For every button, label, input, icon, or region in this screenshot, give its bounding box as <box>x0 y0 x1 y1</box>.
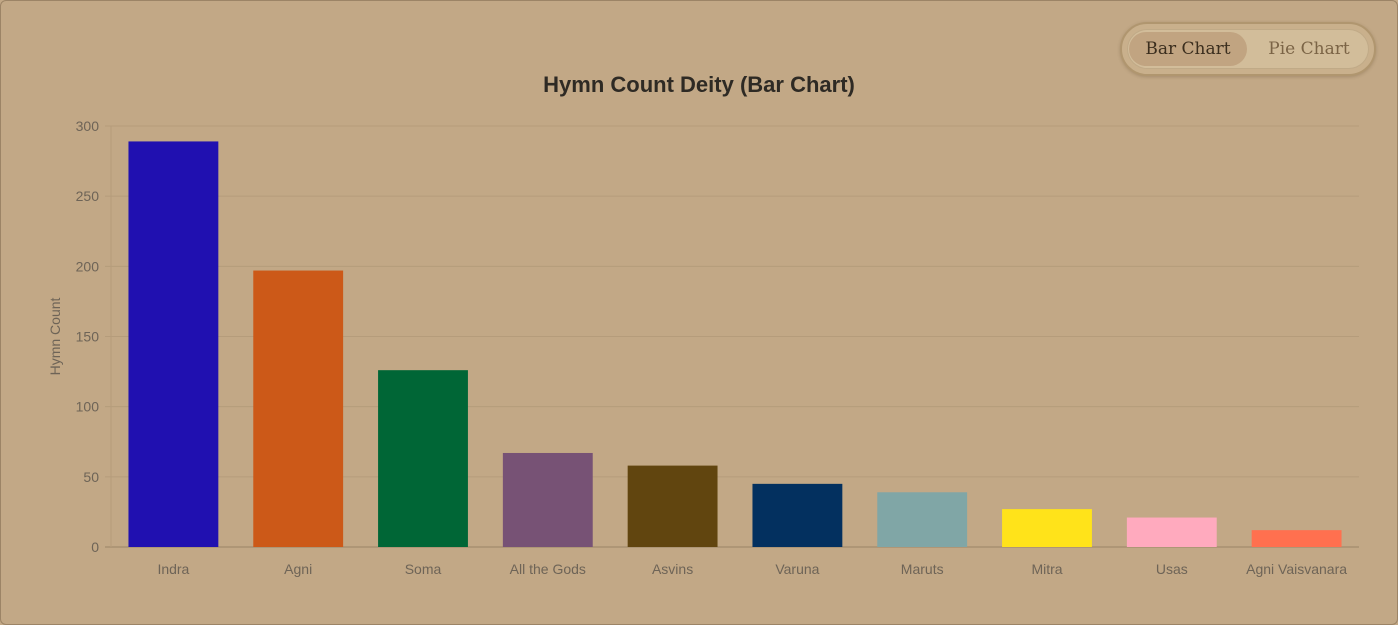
y-tick-label: 200 <box>76 258 100 274</box>
bar-varuna <box>752 483 843 547</box>
bar-all-the-gods <box>502 452 593 547</box>
pie-chart-button[interactable]: Pie Chart <box>1268 39 1350 59</box>
bar-asvins <box>627 465 718 547</box>
bar-indra <box>128 141 219 548</box>
x-tick-label: Asvins <box>652 561 693 577</box>
bar-chart-button[interactable]: Bar Chart <box>1129 32 1247 66</box>
x-tick-label: Indra <box>157 561 189 577</box>
x-tick-label: Maruts <box>901 561 944 577</box>
x-tick-label: Usas <box>1156 561 1188 577</box>
x-tick-label: Soma <box>405 561 442 577</box>
x-tick-label: Mitra <box>1031 561 1062 577</box>
x-tick-label: All the Gods <box>510 561 586 577</box>
chart-title: Hymn Count Deity (Bar Chart) <box>543 72 855 97</box>
bar-usas <box>1126 517 1217 547</box>
y-tick-label: 250 <box>76 188 100 204</box>
y-tick-label: 50 <box>83 469 99 485</box>
y-tick-label: 100 <box>76 399 100 415</box>
chart-type-toggle: Bar Chart Pie Chart <box>1120 22 1376 76</box>
x-tick-label: Agni Vaisvanara <box>1246 561 1347 577</box>
x-tick-label: Agni <box>284 561 312 577</box>
bar-agni <box>253 270 344 547</box>
y-tick-label: 300 <box>76 118 100 134</box>
x-tick-label: Varuna <box>775 561 819 577</box>
bar-soma <box>378 370 468 547</box>
bar-agni-vaisvanara <box>1251 530 1342 547</box>
bar-maruts <box>877 492 968 547</box>
y-axis-label: Hymn Count <box>47 297 63 375</box>
y-tick-label: 150 <box>76 329 100 345</box>
toggle-track: Bar Chart Pie Chart <box>1127 29 1369 69</box>
y-tick-label: 0 <box>91 539 99 555</box>
bar-mitra <box>1002 509 1092 547</box>
